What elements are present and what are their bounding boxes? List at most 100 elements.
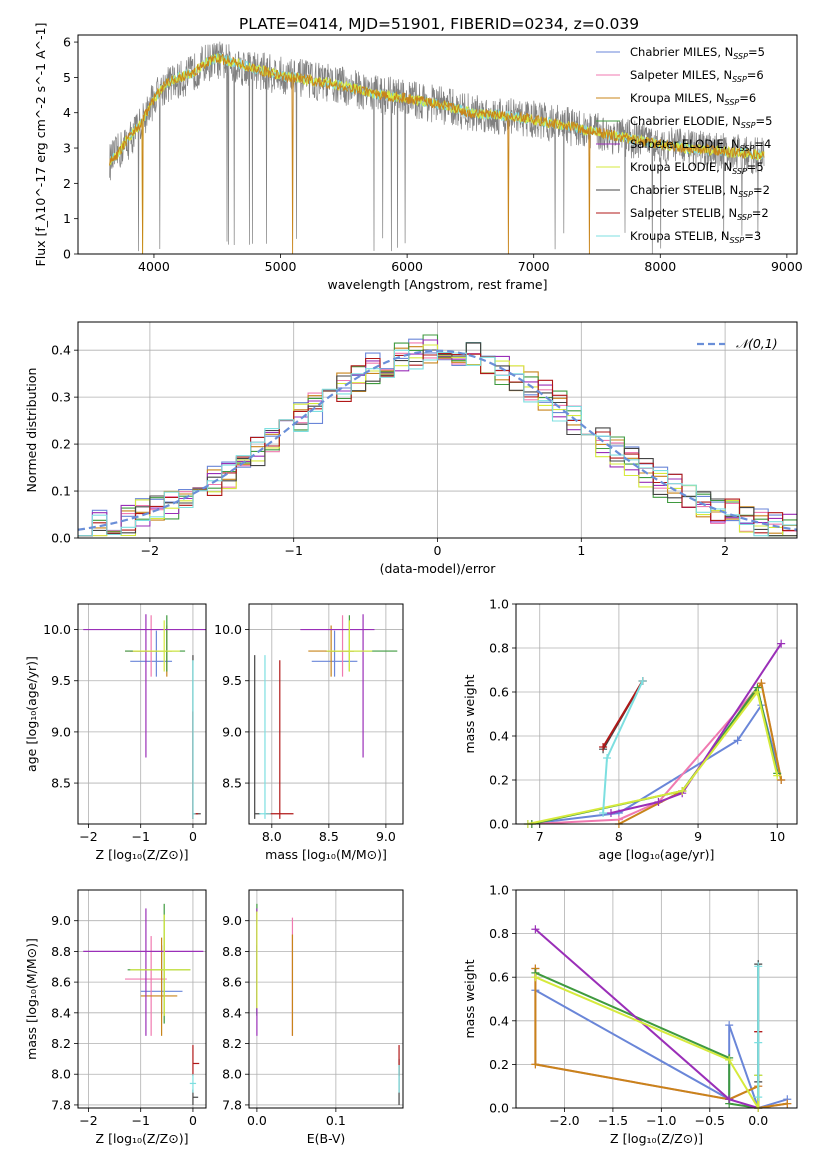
legend-label: 𝒩(0,1)	[736, 336, 778, 351]
legend-label: Salpeter MILES, NSSP=6	[630, 68, 764, 84]
legend-label: Kroupa ELODIE, NSSP=5	[630, 160, 764, 176]
x-tick-label: 8.5	[319, 829, 339, 844]
y-tick-label: 0.4	[51, 343, 71, 358]
x-tick-label: −0.5	[695, 1113, 725, 1128]
weight-marker	[531, 973, 540, 982]
axes-frame	[515, 889, 798, 1109]
y-tick-label: 8.5	[51, 776, 71, 791]
weight-marker	[725, 1056, 734, 1065]
axes-weight-vs-Z: −2.0 −1.5 −1.0 −0.5 0.0 0.0 0.2 0.4 0.6 0.8 1.0 Z […	[462, 883, 797, 1146]
y-tick-label: 9.5	[51, 673, 71, 688]
x-tick-label: 8	[615, 829, 623, 844]
errorbar-point	[326, 615, 398, 672]
y-tick-label: 8.8	[51, 944, 71, 959]
x-axis-label: wavelength [Angstrom, rest frame]	[327, 277, 547, 292]
x-tick-label: 0.1	[326, 1113, 346, 1128]
y-tick-label: 8.4	[222, 1005, 242, 1020]
weight-marker	[603, 754, 612, 762]
errorbar-point	[192, 1089, 199, 1105]
y-tick-label: 0.3	[51, 390, 71, 405]
y-tick-label: 0	[63, 247, 71, 262]
y-tick-label: 8.6	[51, 975, 71, 990]
y-tick-label: 0.8	[489, 926, 509, 941]
x-tick-label: 0.0	[748, 1113, 768, 1128]
y-tick-label: 8.0	[222, 1067, 242, 1082]
axes-frame	[248, 889, 404, 1109]
errorbar-point	[83, 908, 204, 1036]
x-axis-label: Z [log₁₀(Z/Z⊙)]	[610, 1131, 703, 1146]
axes-age-vs-mass: 8.0 8.5 9.0 8.5 9.0 9.5 10.0 mass [log₁₀(M/M⊙)]	[214, 604, 403, 862]
x-axis-label: age [log₁₀(age/yr)]	[599, 847, 715, 862]
x-axis-label: E(B-V)	[307, 1131, 346, 1146]
axes-frame	[515, 603, 798, 825]
errorbar-point	[83, 614, 206, 758]
weight-line	[534, 968, 788, 1108]
y-tick-label: 0.1	[51, 484, 71, 499]
legend-label: Chabrier ELODIE, NSSP=5	[630, 114, 772, 130]
y-tick-label: 3	[63, 141, 71, 156]
weight-marker	[783, 1099, 792, 1108]
y-tick-label: 0.2	[51, 437, 71, 452]
y-tick-label: 0.0	[489, 1101, 509, 1116]
weight-marker	[606, 809, 615, 817]
y-tick-label: 9.0	[51, 724, 71, 739]
y-tick-label: 8.0	[51, 1067, 71, 1082]
y-tick-label: 10.0	[214, 622, 242, 637]
y-tick-label: 0.0	[489, 817, 509, 832]
errorbar-point	[132, 620, 180, 672]
y-tick-label: 9.0	[222, 913, 242, 928]
y-tick-label: 1	[63, 211, 71, 226]
errorbar-point	[266, 660, 294, 819]
errorbar-point	[311, 630, 358, 677]
x-tick-label: −1.0	[646, 1113, 676, 1128]
weight-marker	[725, 1095, 734, 1104]
errorbar-point	[254, 655, 261, 819]
axes-spectrum: 4000 5000 6000 7000 8000 9000 0 1 2 3 4 5 6 wavelengt…	[33, 23, 803, 292]
legend-label: Salpeter STELIB, NSSP=2	[630, 206, 769, 222]
y-tick-label: 7.8	[222, 1097, 242, 1112]
normal-curve	[78, 349, 797, 531]
y-tick-label: 0.2	[489, 1057, 509, 1072]
legend-label: Kroupa MILES, NSSP=6	[630, 91, 756, 107]
axes-frame	[248, 603, 404, 825]
weight-marker	[754, 1093, 763, 1102]
weight-marker	[733, 736, 742, 745]
x-tick-label: −1	[131, 829, 149, 844]
x-tick-label: 5000	[265, 259, 297, 274]
errorbar-point	[189, 1074, 197, 1093]
axes-frame	[77, 603, 207, 825]
x-tick-label: 9	[694, 829, 702, 844]
weight-line	[535, 976, 760, 1108]
axes-age-vs-Z: −2 −1 0 8.5 9.0 9.5 10.0 Z [log₁₀(Z/Z⊙)] age [lo…	[24, 604, 206, 862]
legend-label: Chabrier STELIB, NSSP=2	[630, 183, 770, 199]
axes-weight-vs-age: 7 8 9 10 0.0 0.2 0.4 0.6 0.8 1.0 age [log₁₀(age/yr…	[462, 597, 797, 862]
weight-marker	[754, 962, 763, 971]
x-tick-label: 6000	[391, 259, 423, 274]
x-tick-label: −2	[141, 543, 159, 558]
y-tick-label: 8.2	[222, 1036, 242, 1051]
y-tick-label: 0.8	[489, 641, 509, 656]
y-axis-label: mass [log₁₀(M/M⊙)]	[24, 938, 39, 1060]
weight-line	[534, 928, 759, 1108]
y-tick-label: 0.0	[51, 531, 71, 546]
y-axis-label: Flux [f_λ10^-17 erg cm^-2 s^-1 A^-1]	[33, 23, 48, 267]
weight-line	[602, 680, 644, 748]
y-tick-label: 8.2	[51, 1036, 71, 1051]
x-tick-label: 9.0	[376, 829, 396, 844]
y-tick-label: 2	[63, 176, 71, 191]
errorbar-point	[259, 655, 271, 819]
y-tick-label: 9.0	[51, 913, 71, 928]
y-tick-label: 9.0	[222, 724, 242, 739]
spectrum-legend: Chabrier MILES, NSSP=5 Salpeter MILES, NS…	[596, 45, 772, 245]
weight-marker	[777, 776, 786, 784]
y-tick-label: 0.6	[489, 970, 509, 985]
weight-marker	[599, 743, 608, 751]
weight-marker	[757, 679, 766, 688]
weight-line	[602, 680, 644, 814]
x-axis-label: Z [log₁₀(Z/Z⊙)]	[96, 1131, 189, 1146]
x-axis-label: Z [log₁₀(Z/Z⊙)]	[96, 847, 189, 862]
x-tick-label: −1	[284, 543, 302, 558]
weight-marker	[531, 1060, 540, 1069]
errorbar-point	[130, 914, 191, 1016]
